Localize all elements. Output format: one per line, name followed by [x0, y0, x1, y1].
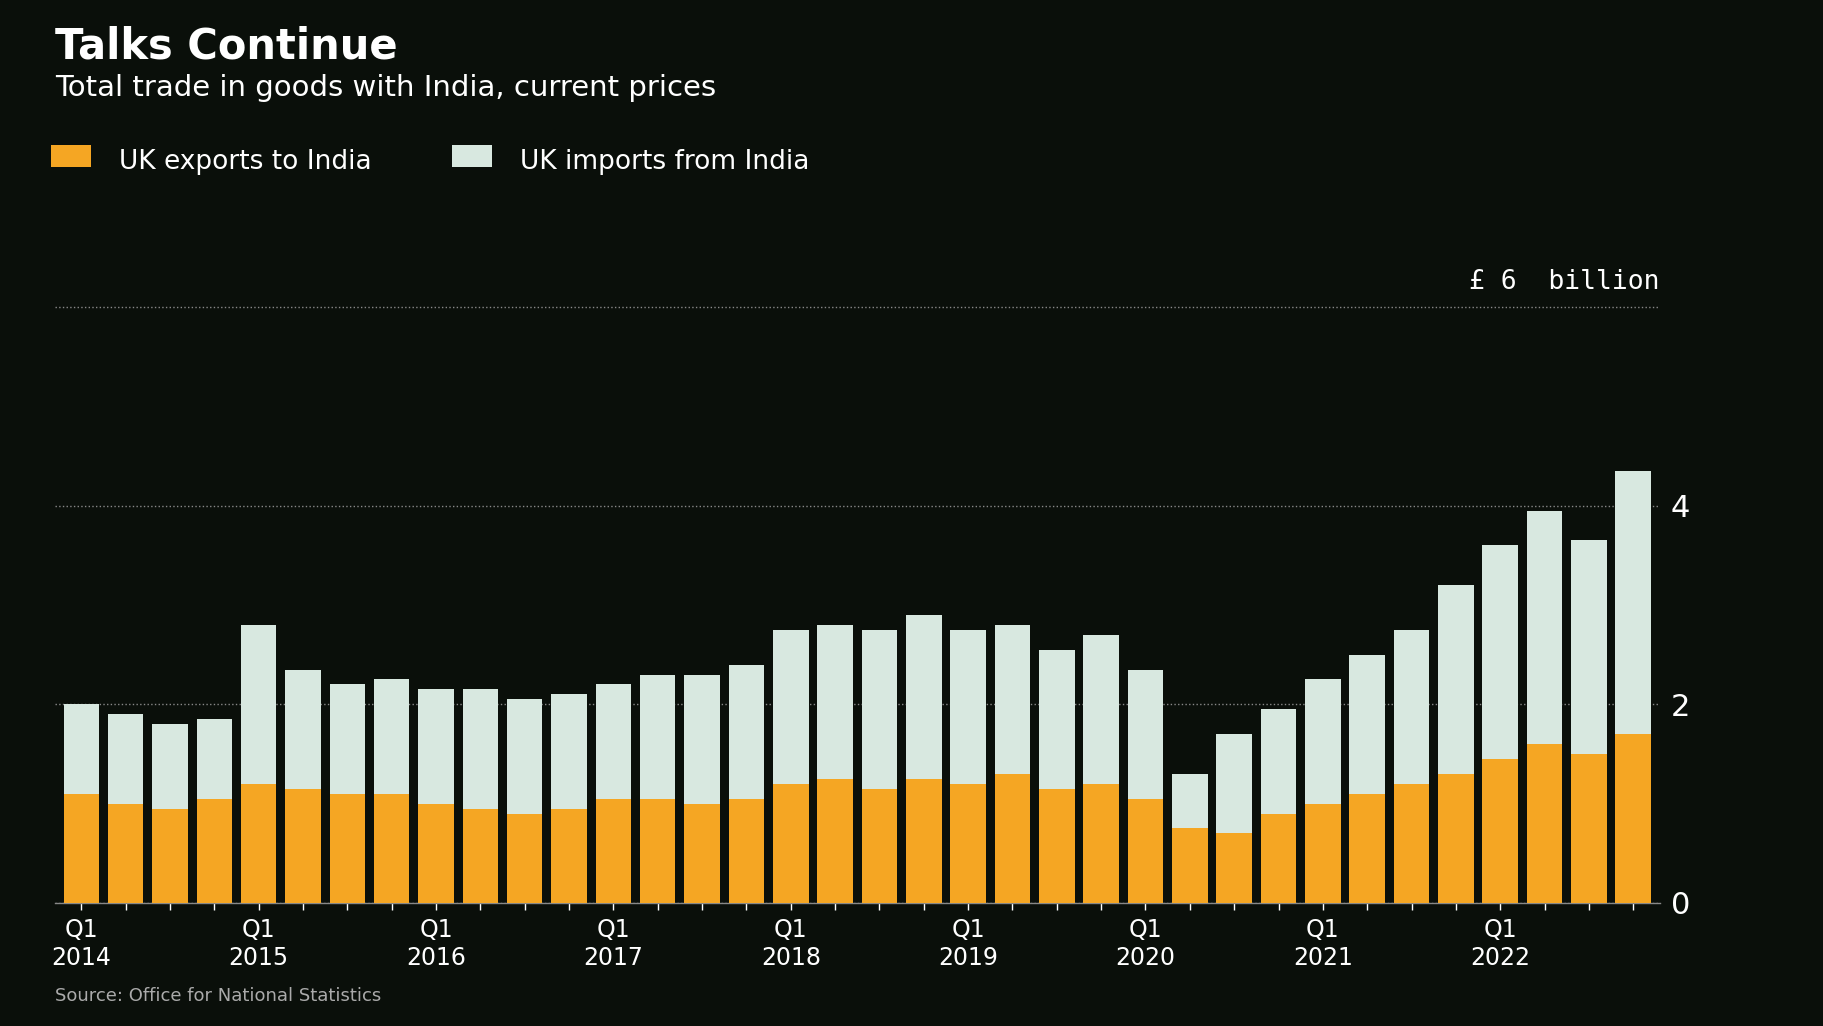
Bar — [374, 679, 408, 794]
Bar — [197, 719, 232, 798]
Bar — [640, 798, 675, 903]
Bar — [1570, 754, 1606, 903]
Bar — [1127, 798, 1163, 903]
Bar — [64, 794, 98, 903]
Bar — [284, 670, 321, 789]
Bar — [551, 808, 587, 903]
Bar — [1305, 803, 1340, 903]
Bar — [507, 700, 541, 814]
Bar — [773, 630, 808, 784]
Bar — [507, 814, 541, 903]
Bar — [1260, 814, 1296, 903]
Bar — [197, 798, 232, 903]
Bar — [1305, 679, 1340, 803]
Bar — [241, 784, 277, 903]
Bar — [452, 145, 492, 167]
Bar — [640, 674, 675, 798]
Bar — [463, 689, 498, 808]
Bar — [950, 630, 984, 784]
Bar — [596, 798, 631, 903]
Bar — [1526, 511, 1562, 744]
Bar — [1526, 744, 1562, 903]
Bar — [151, 808, 188, 903]
Bar — [994, 774, 1030, 903]
Bar — [1216, 833, 1251, 903]
Bar — [1615, 734, 1650, 903]
Bar — [241, 625, 277, 784]
Bar — [729, 798, 764, 903]
Bar — [1172, 774, 1207, 828]
Text: UK imports from India: UK imports from India — [520, 149, 809, 174]
Bar — [994, 625, 1030, 774]
Bar — [151, 724, 188, 808]
Bar — [108, 803, 144, 903]
Bar — [1260, 709, 1296, 814]
Bar — [817, 625, 853, 779]
Bar — [596, 684, 631, 798]
Bar — [417, 803, 454, 903]
Bar — [1570, 541, 1606, 754]
Bar — [463, 808, 498, 903]
Bar — [950, 784, 984, 903]
Bar — [330, 794, 365, 903]
Bar — [1039, 649, 1074, 789]
Bar — [1172, 828, 1207, 903]
Bar — [284, 789, 321, 903]
Bar — [1482, 759, 1517, 903]
Bar — [773, 784, 808, 903]
Bar — [64, 704, 98, 794]
Text: UK exports to India: UK exports to India — [118, 149, 372, 174]
Bar — [51, 145, 91, 167]
Bar — [1083, 784, 1117, 903]
Bar — [906, 779, 941, 903]
Bar — [374, 794, 408, 903]
Bar — [1393, 784, 1429, 903]
Bar — [1127, 670, 1163, 798]
Text: Total trade in goods with India, current prices: Total trade in goods with India, current… — [55, 74, 715, 102]
Bar — [1083, 635, 1117, 784]
Text: Talks Continue: Talks Continue — [55, 26, 397, 68]
Bar — [906, 615, 941, 779]
Bar — [551, 695, 587, 808]
Bar — [684, 674, 720, 803]
Bar — [684, 803, 720, 903]
Bar — [1437, 774, 1473, 903]
Bar — [330, 684, 365, 794]
Bar — [1216, 734, 1251, 833]
Text: £ 6  billion: £ 6 billion — [1469, 269, 1659, 294]
Bar — [1349, 794, 1384, 903]
Bar — [1482, 546, 1517, 759]
Bar — [417, 689, 454, 803]
Bar — [1039, 789, 1074, 903]
Text: Source: Office for National Statistics: Source: Office for National Statistics — [55, 987, 381, 1005]
Bar — [1393, 630, 1429, 784]
Bar — [108, 714, 144, 803]
Bar — [1349, 655, 1384, 794]
Bar — [1615, 471, 1650, 734]
Bar — [817, 779, 853, 903]
Bar — [729, 665, 764, 798]
Bar — [1437, 585, 1473, 774]
Bar — [860, 630, 897, 789]
Bar — [860, 789, 897, 903]
